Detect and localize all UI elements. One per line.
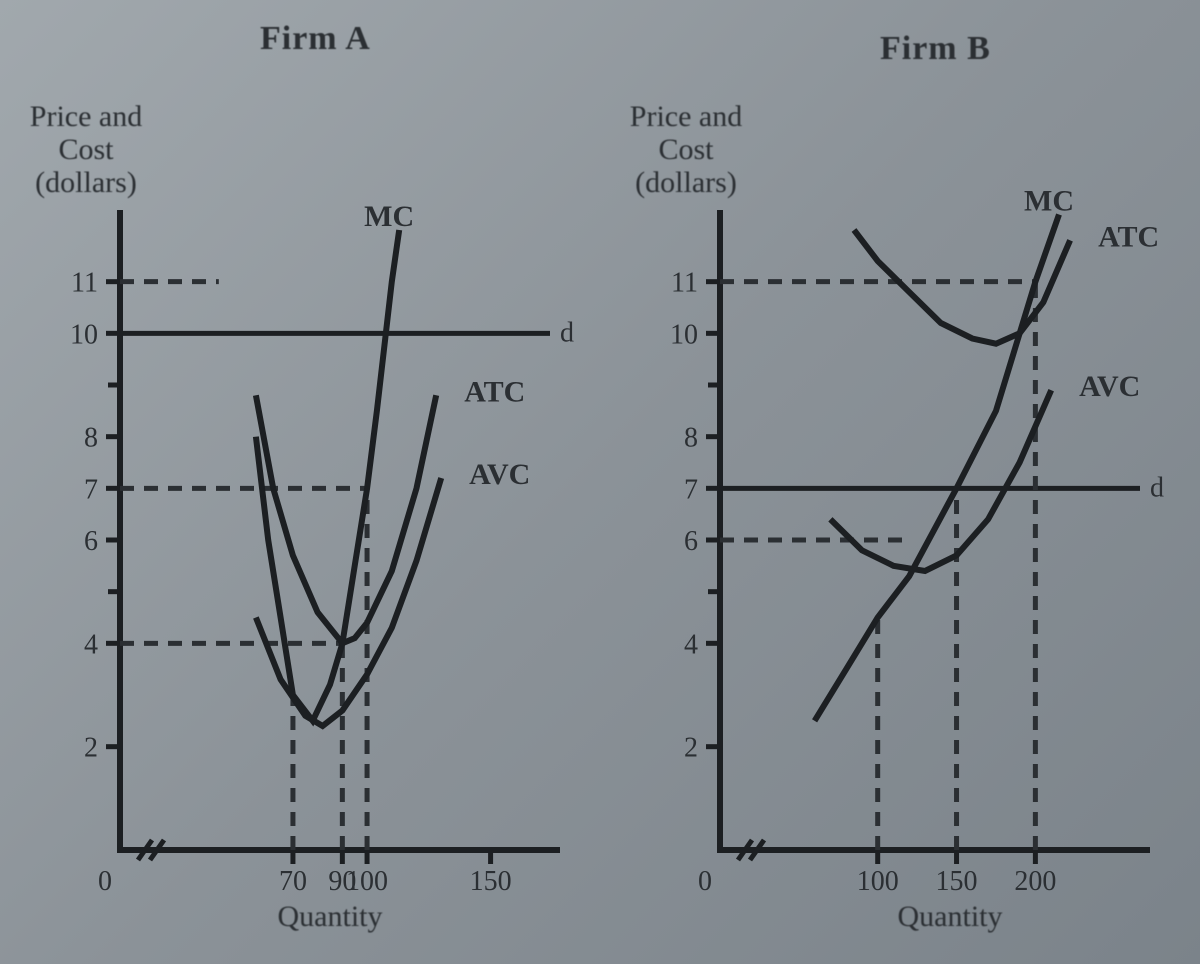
avc-label: AVC [1079, 370, 1140, 403]
x-tick-label: 70 [279, 866, 307, 897]
x-tick-label: 200 [1014, 866, 1056, 897]
panels-row: Firm A Price and Cost (dollars) 24678101… [0, 0, 1200, 964]
atc-label: ATC [464, 375, 525, 408]
y-tick-label: 7 [684, 474, 698, 505]
x-origin-label: 0 [98, 866, 112, 897]
y-tick-label: 6 [84, 526, 98, 557]
y-tick-label: 11 [71, 268, 98, 299]
panel-firm-a: Firm A Price and Cost (dollars) 24678101… [0, 0, 600, 964]
y-tick-label: 4 [684, 629, 698, 660]
mc-label: MC [364, 200, 414, 233]
avc-curve [830, 390, 1051, 571]
x-axis-label-a: Quantity [230, 900, 430, 934]
mc-curve [256, 230, 399, 721]
figure-page: Firm A Price and Cost (dollars) 24678101… [0, 0, 1200, 964]
demand-label: d [1150, 472, 1164, 503]
demand-label: d [560, 317, 574, 348]
mc-label: MC [1024, 185, 1074, 218]
x-tick-label: 150 [936, 866, 978, 897]
avc-label: AVC [469, 458, 530, 491]
y-tick-label: 10 [70, 319, 98, 350]
y-tick-label: 8 [684, 423, 698, 454]
y-tick-label: 11 [671, 268, 698, 299]
atc-label: ATC [1098, 220, 1159, 253]
chart-svg-b: 2 4 6 7 8 10 11 100 150 200 0 d MC ATC AVC [600, 0, 1200, 964]
x-tick-label: 100 [346, 866, 388, 897]
x-axis-label-b: Quantity [850, 900, 1050, 934]
panel-firm-b: Firm B Price and Cost (dollars) 24678101… [600, 0, 1200, 964]
y-tick-label: 2 [684, 733, 698, 764]
y-tick-label: 8 [84, 423, 98, 454]
y-tick-label: 7 [84, 474, 98, 505]
y-tick-label: 4 [84, 629, 98, 660]
chart-svg-a: 24678101170901001500dMCATCAVC [0, 0, 600, 964]
x-tick-label: 100 [857, 866, 899, 897]
y-tick-label: 2 [84, 733, 98, 764]
y-tick-label: 6 [684, 526, 698, 557]
x-origin-label: 0 [698, 866, 712, 897]
x-tick-label: 150 [470, 866, 512, 897]
mc-curve [815, 215, 1059, 721]
y-tick-label: 10 [670, 319, 698, 350]
